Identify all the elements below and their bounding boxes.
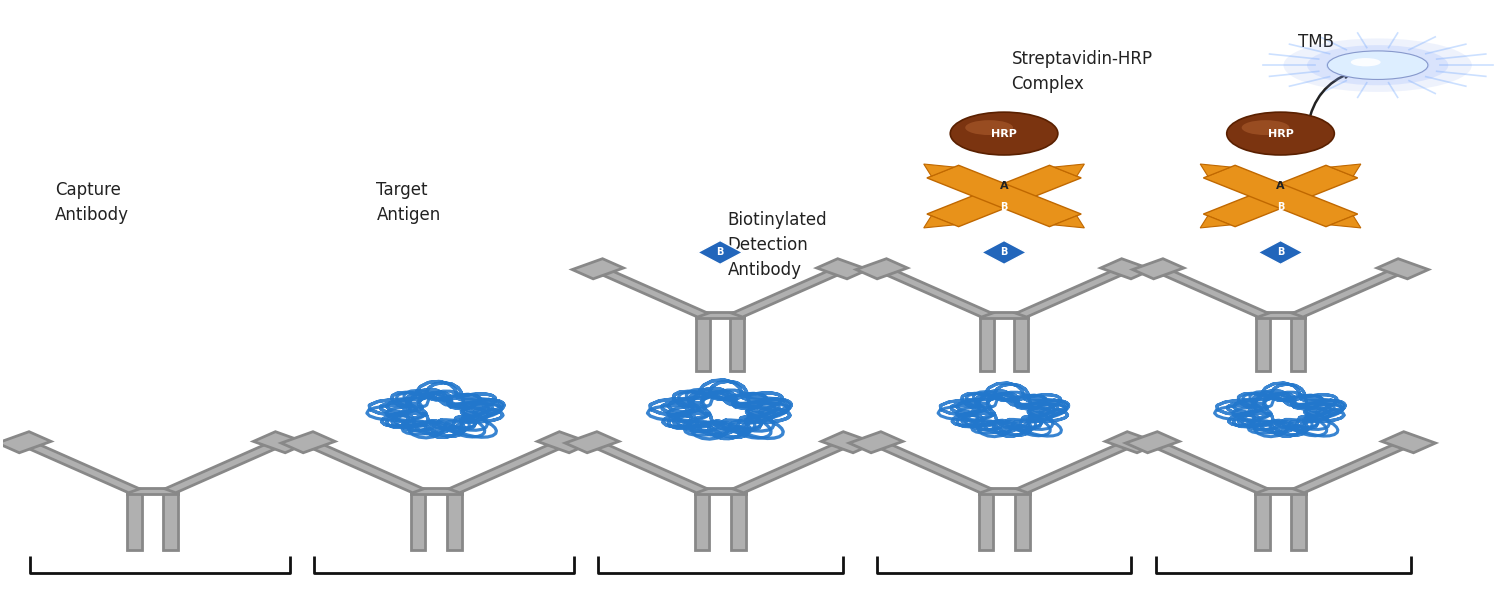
Ellipse shape — [1352, 58, 1380, 67]
Bar — [1014, 491, 1029, 550]
Polygon shape — [698, 241, 742, 265]
Bar — [730, 315, 744, 371]
Text: Streptavidin-HRP
Complex: Streptavidin-HRP Complex — [1011, 50, 1152, 94]
Polygon shape — [856, 259, 907, 279]
Bar — [1256, 313, 1305, 318]
Polygon shape — [876, 267, 992, 317]
Bar — [978, 491, 993, 550]
Polygon shape — [1054, 164, 1084, 176]
Polygon shape — [849, 431, 903, 453]
Bar — [730, 491, 746, 550]
Polygon shape — [1330, 164, 1360, 176]
Polygon shape — [732, 267, 848, 317]
Text: HRP: HRP — [1268, 128, 1293, 139]
Polygon shape — [1377, 259, 1428, 279]
Ellipse shape — [1328, 51, 1428, 79]
Polygon shape — [927, 165, 1082, 227]
Polygon shape — [572, 259, 624, 279]
Polygon shape — [1293, 267, 1408, 317]
Text: B: B — [1276, 202, 1284, 212]
Bar — [696, 315, 709, 371]
Polygon shape — [1200, 164, 1230, 176]
Bar — [980, 313, 1029, 318]
Bar — [411, 491, 426, 550]
Bar — [1290, 315, 1305, 371]
Bar — [696, 313, 744, 318]
Polygon shape — [1258, 241, 1304, 265]
Text: B: B — [717, 247, 724, 257]
Polygon shape — [870, 440, 992, 493]
Bar — [1256, 491, 1270, 550]
Text: A: A — [1276, 181, 1286, 191]
Ellipse shape — [1284, 38, 1472, 92]
Polygon shape — [732, 440, 854, 493]
Polygon shape — [822, 431, 874, 453]
Bar — [1014, 315, 1029, 371]
Polygon shape — [1054, 216, 1084, 228]
Polygon shape — [448, 440, 570, 493]
Polygon shape — [1293, 440, 1414, 493]
Polygon shape — [1203, 165, 1358, 227]
Text: B: B — [1000, 247, 1008, 257]
Polygon shape — [165, 440, 286, 493]
Polygon shape — [1106, 431, 1160, 453]
Polygon shape — [1148, 440, 1268, 493]
Polygon shape — [1330, 216, 1360, 228]
Polygon shape — [1154, 267, 1269, 317]
Ellipse shape — [1306, 45, 1449, 85]
Text: TMB: TMB — [1299, 32, 1335, 50]
Bar — [126, 491, 141, 550]
Polygon shape — [566, 431, 620, 453]
Polygon shape — [18, 440, 140, 493]
Ellipse shape — [964, 120, 1012, 135]
Text: B: B — [1000, 202, 1008, 212]
Ellipse shape — [1342, 55, 1413, 76]
Polygon shape — [816, 259, 868, 279]
Polygon shape — [280, 431, 334, 453]
Text: Target
Antigen: Target Antigen — [376, 181, 441, 224]
Polygon shape — [1101, 259, 1152, 279]
Bar — [411, 488, 462, 494]
Text: Biotinylated
Detection
Antibody: Biotinylated Detection Antibody — [728, 211, 827, 279]
Polygon shape — [1203, 165, 1358, 227]
Bar — [164, 491, 177, 550]
Bar — [1256, 315, 1270, 371]
Text: A: A — [999, 181, 1008, 191]
Polygon shape — [924, 164, 954, 176]
Ellipse shape — [1326, 50, 1430, 80]
Text: B: B — [1276, 247, 1284, 257]
Bar — [126, 488, 177, 494]
Bar — [694, 488, 746, 494]
Polygon shape — [303, 440, 423, 493]
Text: Capture
Antibody: Capture Antibody — [56, 181, 129, 224]
Polygon shape — [537, 431, 591, 453]
Polygon shape — [927, 165, 1082, 227]
Ellipse shape — [951, 112, 1058, 155]
Bar — [447, 491, 462, 550]
Polygon shape — [1016, 267, 1131, 317]
Polygon shape — [1125, 431, 1179, 453]
Bar — [1292, 491, 1306, 550]
Ellipse shape — [1242, 120, 1290, 135]
Bar — [980, 315, 994, 371]
Polygon shape — [254, 431, 308, 453]
Polygon shape — [981, 241, 1026, 265]
Polygon shape — [0, 431, 51, 453]
Bar — [1256, 488, 1306, 494]
Polygon shape — [1382, 431, 1435, 453]
Polygon shape — [1200, 216, 1230, 228]
Polygon shape — [1132, 259, 1184, 279]
Polygon shape — [1017, 440, 1137, 493]
Polygon shape — [924, 216, 954, 228]
Bar — [978, 488, 1029, 494]
Text: HRP: HRP — [992, 128, 1017, 139]
Ellipse shape — [1227, 112, 1335, 155]
Polygon shape — [592, 267, 708, 317]
Bar — [694, 491, 709, 550]
Polygon shape — [586, 440, 708, 493]
